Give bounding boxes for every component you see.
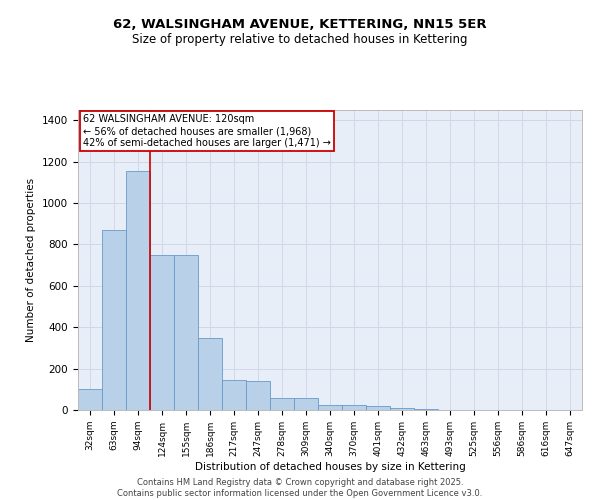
- X-axis label: Distribution of detached houses by size in Kettering: Distribution of detached houses by size …: [194, 462, 466, 471]
- Bar: [78, 390, 102, 410]
- Bar: [270, 398, 294, 410]
- Bar: [390, 408, 414, 410]
- Bar: [294, 398, 318, 410]
- Text: Size of property relative to detached houses in Kettering: Size of property relative to detached ho…: [132, 32, 468, 46]
- Bar: [342, 405, 366, 410]
- Bar: [198, 338, 222, 410]
- Bar: [222, 380, 246, 410]
- Text: 62, WALSINGHAM AVENUE, KETTERING, NN15 5ER: 62, WALSINGHAM AVENUE, KETTERING, NN15 5…: [113, 18, 487, 30]
- Bar: [150, 255, 174, 410]
- Bar: [102, 230, 126, 410]
- Bar: [126, 171, 150, 410]
- Bar: [174, 255, 198, 410]
- Text: Contains HM Land Registry data © Crown copyright and database right 2025.
Contai: Contains HM Land Registry data © Crown c…: [118, 478, 482, 498]
- Bar: [246, 381, 270, 410]
- Bar: [366, 406, 390, 410]
- Text: 62 WALSINGHAM AVENUE: 120sqm
← 56% of detached houses are smaller (1,968)
42% of: 62 WALSINGHAM AVENUE: 120sqm ← 56% of de…: [83, 114, 331, 148]
- Y-axis label: Number of detached properties: Number of detached properties: [26, 178, 37, 342]
- Bar: [318, 405, 342, 410]
- Bar: [414, 409, 438, 410]
